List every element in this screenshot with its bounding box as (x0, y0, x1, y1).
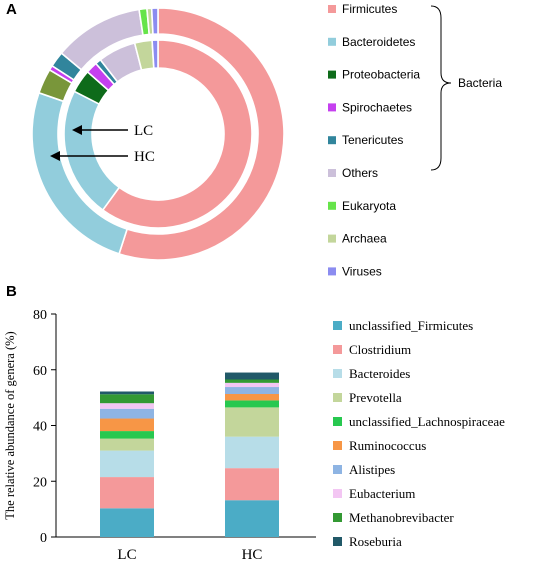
bar-hc-roseburia (225, 372, 279, 380)
legend-swatch-bacteroides (333, 369, 342, 378)
bar-hc-unclassified-lachnospiraceae (225, 400, 279, 408)
bacteria-bracket (430, 5, 452, 171)
legend-label-prevotella: Prevotella (349, 390, 402, 405)
bar-lc-bacteroides (100, 450, 154, 478)
legend-label-bacteroides: Bacteroides (349, 366, 410, 381)
legend-swatch-methanobrevibacter (333, 513, 342, 522)
bar-hc-methanobrevibacter (225, 379, 279, 383)
stacked-bar-chart: 0 20 40 60 80 The relative abundance of gener… (3, 308, 505, 561)
bar-hc-bacteroides (225, 436, 279, 469)
legend-swatch-unclassified-lachnospiraceae (333, 417, 342, 426)
panel-b-letter: B (6, 283, 17, 300)
bar-lc-unclassified-firmicutes (100, 508, 154, 537)
legend-label-viruses: Viruses (342, 264, 382, 278)
legend-swatch-viruses (328, 267, 336, 276)
bar-lc-clostridium (100, 477, 154, 509)
legend-swatch-eukaryota (328, 201, 336, 210)
legend-label-others: Others (342, 166, 378, 180)
legend-label-archaea: Archaea (342, 232, 387, 246)
ring-label-lc: LC (134, 123, 153, 139)
legend-swatch-alistipes (333, 465, 342, 474)
slice-lc-viruses (151, 39, 159, 69)
bar-lc-alistipes (100, 408, 154, 419)
y-axis-label: The relative abundance of genera (%) (3, 331, 17, 519)
legend-swatch-spirochaetes (328, 103, 336, 112)
slice-lc-firmicutes (101, 39, 253, 229)
arrow-head-lc (72, 125, 82, 135)
legend-label-unclassified-lachnospiraceae: unclassified_Lachnospiraceae (349, 414, 505, 429)
legend-label-spirochaetes: Spirochaetes (342, 100, 412, 114)
legend-swatch-tenericutes (328, 136, 336, 145)
bracket-label: Bacteria (458, 76, 502, 90)
y-tick-label: 40 (33, 420, 47, 435)
y-tick-label: 80 (33, 308, 47, 323)
legend-label-unclassified-firmicutes: unclassified_Firmicutes (349, 318, 473, 333)
legend-swatch-roseburia (333, 537, 342, 546)
bar-hc-prevotella (225, 407, 279, 437)
panel-a-letter: A (6, 1, 17, 18)
y-tick-label: 60 (33, 364, 47, 379)
ring-label-hc: HC (134, 149, 155, 165)
legend-swatch-others (328, 169, 336, 177)
legend-label-tenericutes: Tenericutes (342, 133, 403, 147)
legend-label-eukaryota: Eukaryota (342, 199, 396, 213)
legend-swatch-archaea (328, 234, 336, 243)
legend-swatch-firmicutes (328, 5, 336, 13)
legend-label-alistipes: Alistipes (349, 462, 395, 477)
bar-lc-roseburia (100, 391, 154, 395)
legend-swatch-bacteroidetes (328, 37, 336, 46)
bar-lc-methanobrevibacter (100, 394, 154, 404)
x-tick-label: LC (117, 547, 136, 561)
bar-hc-clostridium (225, 468, 279, 501)
y-tick-label: 0 (40, 531, 47, 546)
legend-label-proteobacteria: Proteobacteria (342, 68, 420, 82)
legend-swatch-prevotella (333, 393, 342, 402)
legend-label-roseburia: Roseburia (349, 534, 402, 549)
bar-hc-unclassified-firmicutes (225, 500, 279, 537)
legend-label-bacteroidetes: Bacteroidetes (342, 35, 415, 49)
legend-swatch-unclassified-firmicutes (333, 321, 342, 330)
bar-hc-eubacterium (225, 382, 279, 388)
legend-label-eubacterium: Eubacterium (349, 486, 415, 501)
legend-swatch-proteobacteria (328, 70, 336, 79)
bar-hc-ruminococcus (225, 394, 279, 401)
bar-hc-alistipes (225, 387, 279, 395)
legend-swatch-ruminococcus (333, 441, 342, 450)
slice-hc-firmicutes (118, 7, 285, 261)
legend-label-firmicutes: Firmicutes (342, 2, 397, 16)
legend-label-methanobrevibacter: Methanobrevibacter (349, 510, 454, 525)
arrow-head-hc (50, 151, 60, 161)
slice-hc-viruses (150, 7, 159, 35)
legend-swatch-eubacterium (333, 489, 342, 498)
bar-lc-ruminococcus (100, 418, 154, 432)
legend-label-ruminococcus: Ruminococcus (349, 438, 426, 453)
donut-chart: LC HC Firmicutes Bacteroidetes Proteobacteri… (31, 2, 502, 278)
legend-swatch-clostridium (333, 345, 342, 354)
legend-label-clostridium: Clostridium (349, 342, 411, 357)
x-tick-label: HC (242, 547, 263, 561)
bar-lc-eubacterium (100, 403, 154, 409)
bar-lc-unclassified-lachnospiraceae (100, 431, 154, 439)
y-tick-label: 20 (33, 475, 47, 490)
bar-lc-prevotella (100, 438, 154, 451)
